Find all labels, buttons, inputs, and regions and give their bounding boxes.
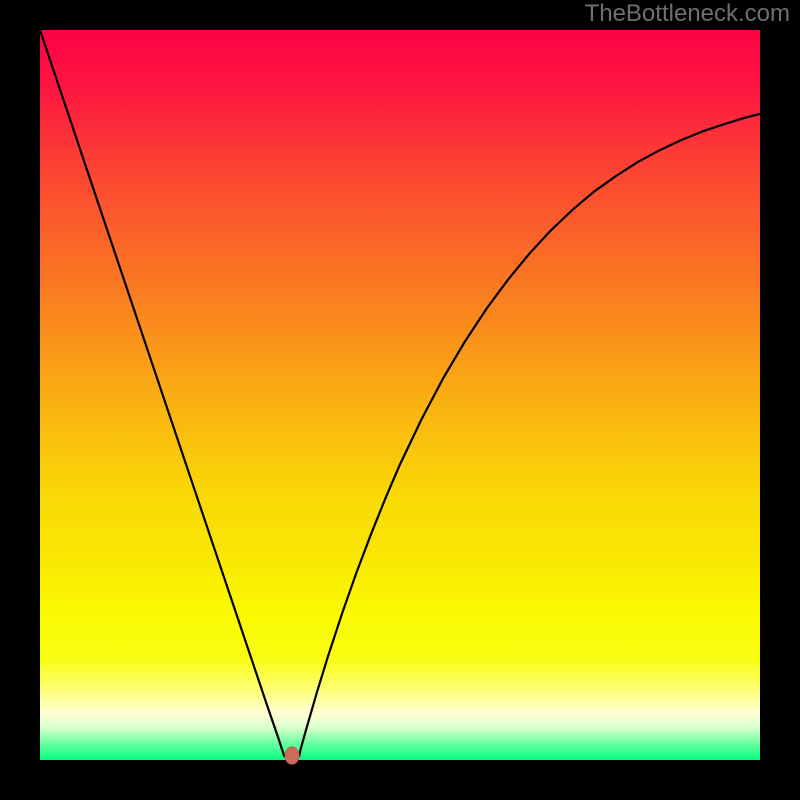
chart-root: TheBottleneck.com [0, 0, 800, 800]
bottleneck-chart [0, 0, 800, 800]
watermark-text: TheBottleneck.com [585, 0, 790, 28]
